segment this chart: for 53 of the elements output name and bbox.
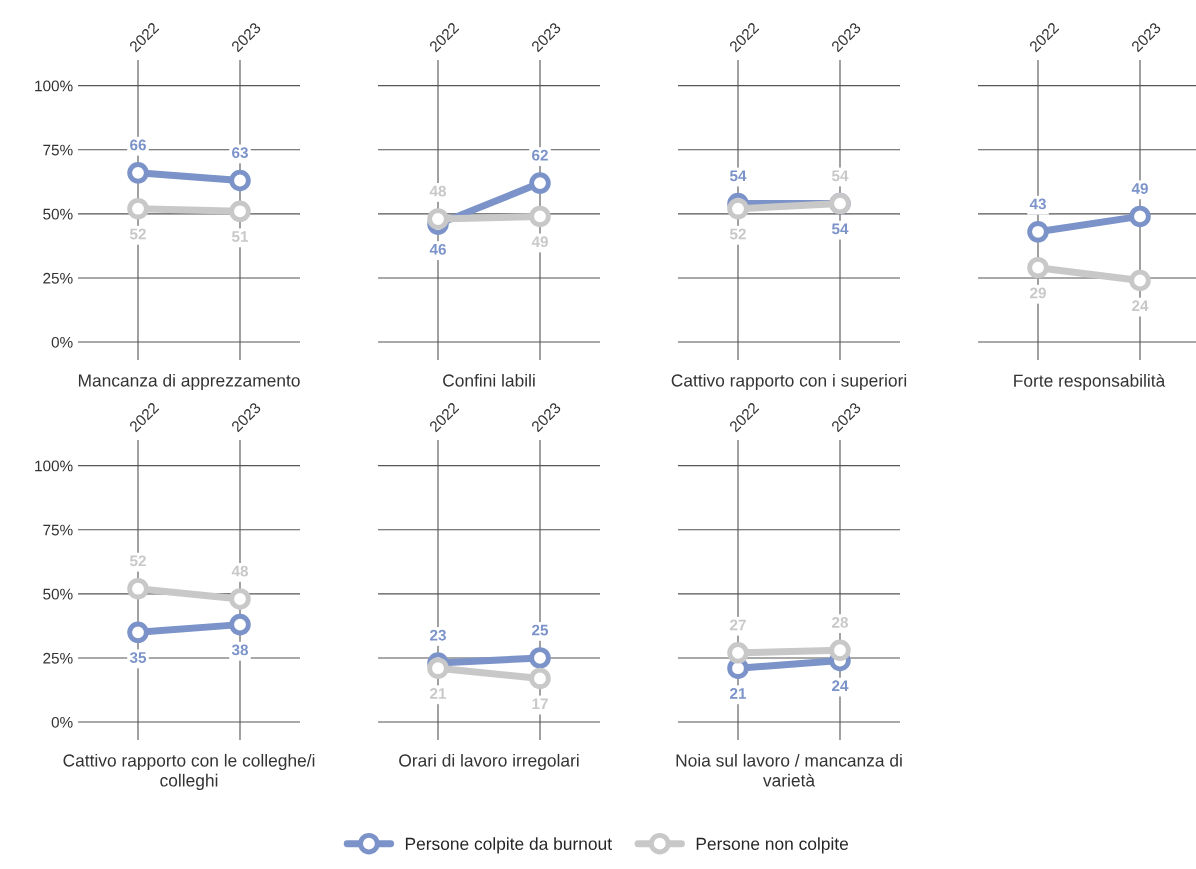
legend-label: Persone non colpite	[696, 837, 849, 854]
point	[1027, 221, 1049, 243]
y-tick-label: 50%	[43, 588, 73, 600]
x-axis-title: Noia sul lavoro / mancanza di varietà	[676, 753, 902, 787]
data-label: 21	[730, 688, 747, 699]
point	[127, 577, 149, 600]
point	[127, 162, 149, 184]
y-tick-label: 25%	[43, 652, 73, 664]
point	[829, 639, 851, 662]
data-label: 62	[532, 149, 548, 161]
point	[229, 169, 251, 192]
point	[127, 621, 149, 644]
y-tick-label: 50%	[43, 208, 73, 220]
data-label: 38	[231, 644, 249, 656]
x-axis-title: Orari di lavoro irregolari	[399, 753, 579, 771]
x-axis-title: Cattivo rapporto con le colleghe/i colleghi	[63, 753, 315, 791]
point	[529, 172, 551, 194]
data-label: 25	[532, 624, 549, 636]
x-axis-title: Forte responsabilità	[1014, 373, 1166, 391]
data-label: 46	[429, 243, 446, 255]
data-label: 54	[831, 223, 849, 235]
data-label: 23	[430, 629, 446, 641]
point	[529, 205, 551, 228]
point	[1027, 256, 1049, 279]
x-axis-title: Cattivo rapporto con i superiori	[671, 373, 907, 391]
point	[427, 657, 449, 679]
y-tick-label: 75%	[43, 524, 73, 536]
y-tick-label: 75%	[43, 144, 73, 156]
data-label: 35	[129, 652, 147, 663]
data-label: 49	[1131, 183, 1148, 194]
data-label: 63	[232, 147, 248, 159]
point	[229, 588, 251, 610]
point	[229, 200, 251, 223]
point	[1129, 269, 1151, 292]
point	[529, 667, 551, 690]
data-label: 54	[729, 170, 747, 182]
data-label: 66	[130, 139, 146, 151]
y-tick-label: 0%	[51, 336, 73, 348]
y-tick-label: 0%	[51, 716, 73, 728]
point	[229, 613, 251, 636]
x-axis-title: Mancanza di apprezzamento	[78, 373, 300, 391]
legend-label: Persone colpite da burnout	[405, 837, 612, 854]
y-tick-label: 25%	[43, 272, 73, 284]
point	[1129, 205, 1151, 228]
x-axis-title: Confini labili	[443, 373, 535, 387]
y-tick-label: 100%	[35, 80, 73, 92]
point	[727, 642, 749, 664]
point	[427, 208, 449, 230]
data-label: 24	[832, 680, 849, 692]
y-tick-label: 100%	[35, 460, 73, 472]
point	[529, 647, 551, 669]
point	[127, 197, 149, 220]
data-label: 43	[1029, 198, 1046, 210]
